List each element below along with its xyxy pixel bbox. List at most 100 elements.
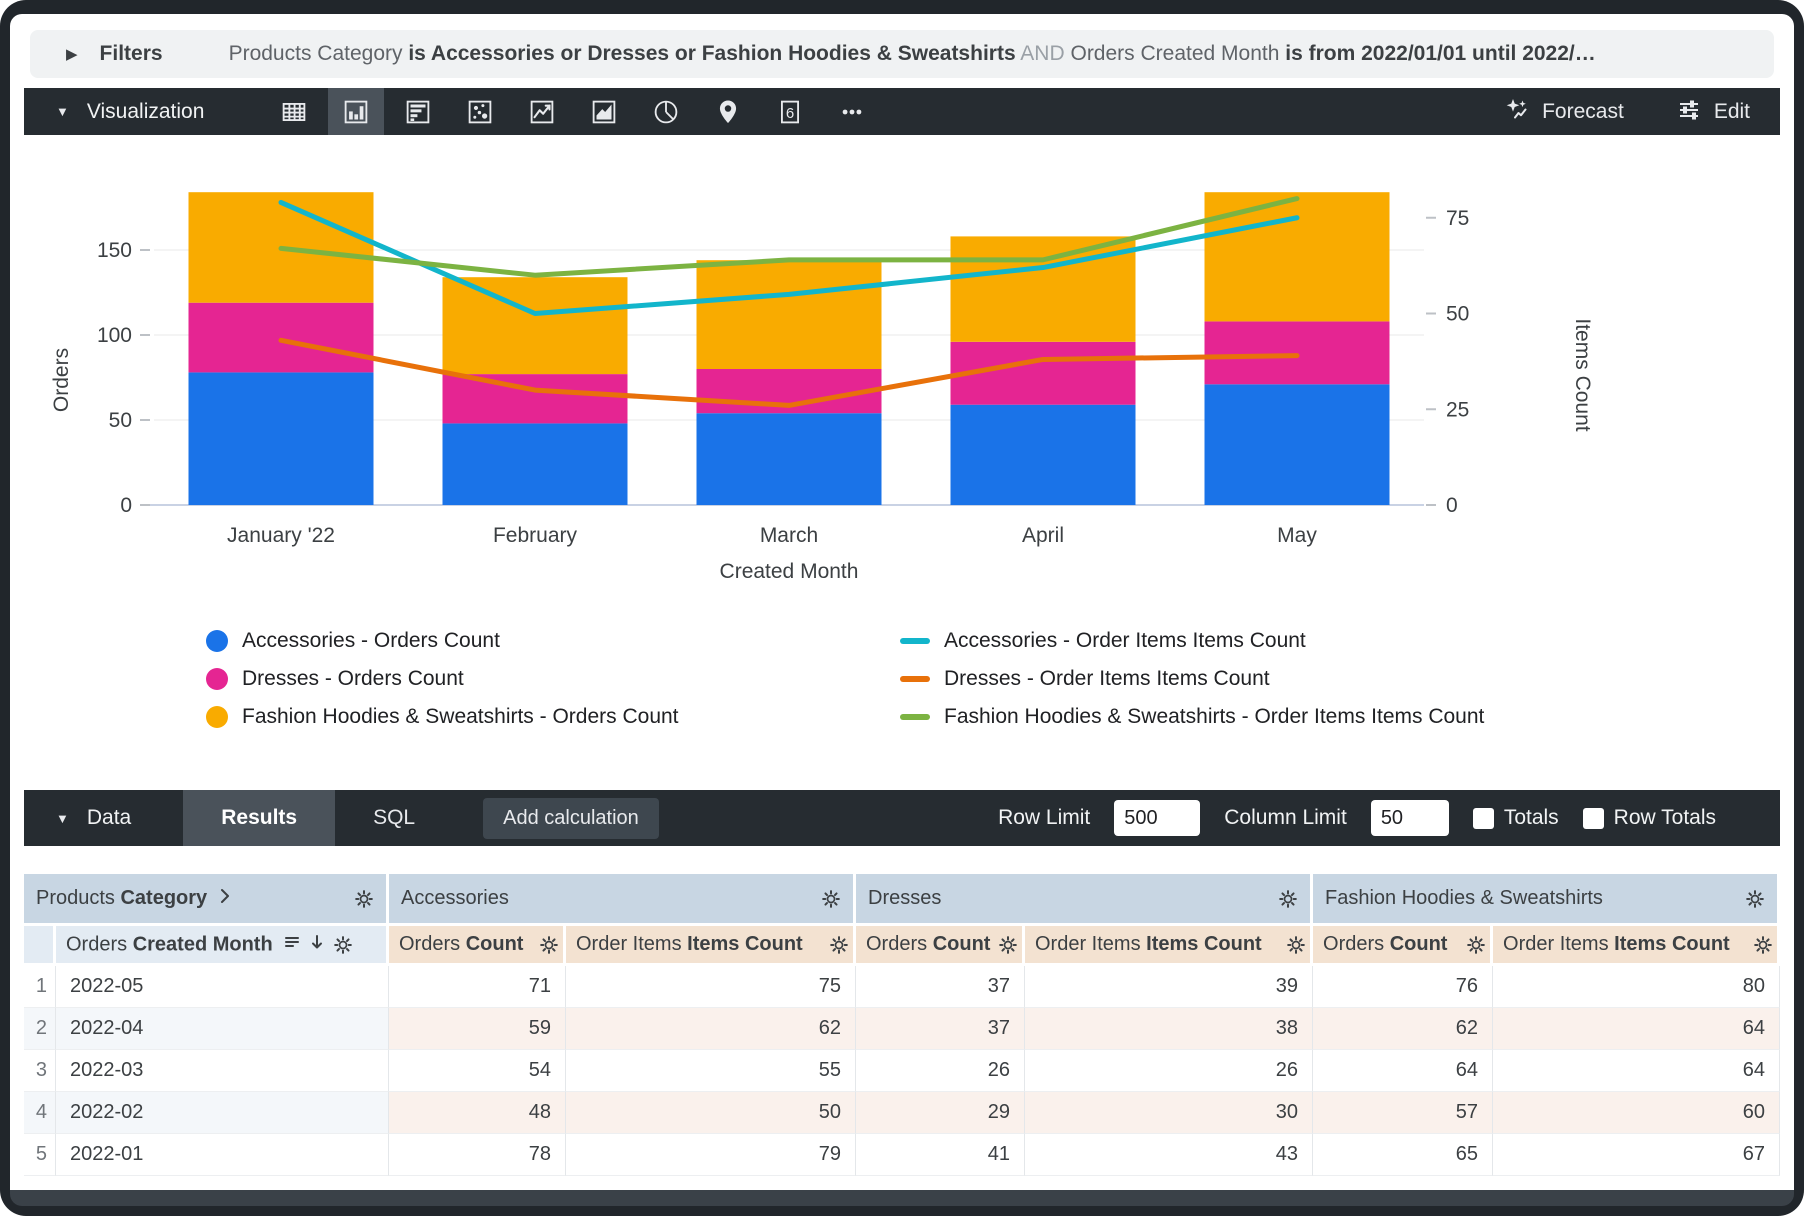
line-series[interactable] bbox=[278, 199, 1300, 316]
expand-filters-icon[interactable]: ▶ bbox=[66, 46, 78, 63]
bar-segment[interactable] bbox=[188, 372, 374, 505]
measure-cell[interactable]: 60 bbox=[1493, 1092, 1781, 1134]
gear-icon[interactable] bbox=[333, 935, 353, 955]
gear-icon[interactable] bbox=[539, 935, 559, 955]
legend-item[interactable]: Accessories - Orders Count bbox=[206, 622, 679, 660]
gear-icon[interactable] bbox=[1753, 935, 1773, 955]
totals-checkbox[interactable] bbox=[1472, 807, 1494, 829]
measure-cell[interactable]: 41 bbox=[856, 1134, 1025, 1176]
measure-cell[interactable]: 39 bbox=[1025, 966, 1314, 1008]
gear-icon[interactable] bbox=[1466, 935, 1486, 955]
tab-results[interactable]: Results bbox=[183, 790, 336, 846]
scatter-icon[interactable] bbox=[452, 88, 508, 135]
bar-segment[interactable] bbox=[442, 277, 628, 375]
legend-item[interactable]: Dresses - Order Items Items Count bbox=[900, 660, 1484, 698]
gear-icon[interactable] bbox=[998, 935, 1018, 955]
map-icon[interactable] bbox=[700, 88, 756, 135]
more-icon[interactable] bbox=[824, 88, 880, 135]
edit-button[interactable]: Edit bbox=[1676, 96, 1750, 128]
area-chart-icon[interactable] bbox=[576, 88, 632, 135]
filters-label[interactable]: Filters bbox=[99, 42, 163, 65]
measure-cell[interactable]: 62 bbox=[1313, 1008, 1494, 1050]
gear-icon[interactable] bbox=[354, 889, 374, 909]
gear-icon[interactable] bbox=[829, 935, 849, 955]
measure-cell[interactable]: 59 bbox=[389, 1008, 566, 1050]
legend-item[interactable]: Fashion Hoodies & Sweatshirts - Orders C… bbox=[206, 698, 679, 736]
measure-cell[interactable]: 57 bbox=[1313, 1092, 1494, 1134]
measure-cell[interactable]: 29 bbox=[856, 1092, 1025, 1134]
measure-cell[interactable]: 79 bbox=[566, 1134, 856, 1176]
bar-segment[interactable] bbox=[696, 413, 882, 505]
table-icon[interactable] bbox=[266, 88, 322, 135]
measure-cell[interactable]: 64 bbox=[1313, 1050, 1494, 1092]
dimension-header[interactable]: Orders Created Month bbox=[56, 926, 389, 966]
line-chart-icon[interactable] bbox=[514, 88, 570, 135]
measure-cell[interactable]: 37 bbox=[856, 1008, 1025, 1050]
subtotal-icon[interactable] bbox=[283, 933, 301, 957]
measure-header[interactable]: Orders Count bbox=[1313, 926, 1494, 966]
legend-item[interactable]: Accessories - Order Items Items Count bbox=[900, 622, 1484, 660]
measure-header[interactable]: Orders Count bbox=[856, 926, 1025, 966]
measure-cell[interactable]: 50 bbox=[566, 1092, 856, 1134]
measure-header[interactable]: Order Items Items Count bbox=[1493, 926, 1781, 966]
bar-segment[interactable] bbox=[442, 423, 628, 505]
measure-cell[interactable]: 71 bbox=[389, 966, 566, 1008]
bar-segment[interactable] bbox=[442, 374, 628, 424]
measure-header[interactable]: Order Items Items Count bbox=[566, 926, 856, 966]
horizontal-scrollbar[interactable] bbox=[10, 1190, 1794, 1206]
line-series[interactable] bbox=[278, 337, 1300, 408]
filter-summary[interactable]: Products Category is Accessories or Dres… bbox=[229, 42, 1774, 66]
bar-segment[interactable] bbox=[950, 404, 1136, 505]
measure-cell[interactable]: 54 bbox=[389, 1050, 566, 1092]
measure-cell[interactable]: 64 bbox=[1493, 1050, 1781, 1092]
measure-cell[interactable]: 37 bbox=[856, 966, 1025, 1008]
sort-desc-icon[interactable] bbox=[309, 933, 325, 957]
forecast-button[interactable]: Forecast bbox=[1504, 96, 1624, 128]
dimension-cell[interactable]: 2022-04 bbox=[56, 1008, 389, 1050]
bar-segment[interactable] bbox=[950, 236, 1136, 342]
measure-cell[interactable]: 64 bbox=[1493, 1008, 1781, 1050]
measure-cell[interactable]: 75 bbox=[566, 966, 856, 1008]
measure-cell[interactable]: 43 bbox=[1025, 1134, 1314, 1176]
measure-cell[interactable]: 78 bbox=[389, 1134, 566, 1176]
measure-group-header[interactable]: Dresses bbox=[856, 874, 1314, 926]
dimension-cell[interactable]: 2022-02 bbox=[56, 1092, 389, 1134]
bar-segment[interactable] bbox=[1204, 321, 1390, 385]
collapse-visualization-icon[interactable]: ▼ bbox=[56, 104, 69, 119]
measure-cell[interactable]: 67 bbox=[1493, 1134, 1781, 1176]
measure-cell[interactable]: 30 bbox=[1025, 1092, 1314, 1134]
measure-cell[interactable]: 26 bbox=[856, 1050, 1025, 1092]
measure-cell[interactable]: 76 bbox=[1313, 966, 1494, 1008]
measure-group-header[interactable]: Fashion Hoodies & Sweatshirts bbox=[1313, 874, 1781, 926]
measure-header[interactable]: Orders Count bbox=[389, 926, 566, 966]
dimension-cell[interactable]: 2022-05 bbox=[56, 966, 389, 1008]
row-limit-input[interactable] bbox=[1114, 800, 1201, 836]
measure-group-header[interactable]: Accessories bbox=[389, 874, 856, 926]
dimension-cell[interactable]: 2022-01 bbox=[56, 1134, 389, 1176]
column-chart-icon[interactable] bbox=[328, 88, 385, 135]
bar-chart-icon[interactable] bbox=[390, 88, 446, 135]
single-value-icon[interactable]: 6 bbox=[762, 88, 818, 135]
measure-cell[interactable]: 48 bbox=[389, 1092, 566, 1134]
legend-item[interactable]: Dresses - Orders Count bbox=[206, 660, 679, 698]
legend-item[interactable]: Fashion Hoodies & Sweatshirts - Order It… bbox=[900, 698, 1484, 736]
dimension-group-header[interactable]: Products Category bbox=[24, 874, 389, 926]
measure-cell[interactable]: 62 bbox=[566, 1008, 856, 1050]
add-calculation-button[interactable]: Add calculation bbox=[483, 797, 659, 839]
measure-cell[interactable]: 26 bbox=[1025, 1050, 1314, 1092]
bar-segment[interactable] bbox=[1204, 384, 1390, 505]
measure-cell[interactable]: 65 bbox=[1313, 1134, 1494, 1176]
gear-icon[interactable] bbox=[821, 889, 841, 909]
measure-cell[interactable]: 80 bbox=[1493, 966, 1781, 1008]
pie-chart-icon[interactable] bbox=[638, 88, 694, 135]
bar-segment[interactable] bbox=[950, 341, 1136, 405]
gear-icon[interactable] bbox=[1745, 889, 1765, 909]
row-totals-checkbox[interactable] bbox=[1582, 807, 1604, 829]
bar-segment[interactable] bbox=[188, 302, 374, 373]
collapse-data-icon[interactable]: ▼ bbox=[56, 810, 69, 826]
bar-segment[interactable] bbox=[1204, 192, 1390, 322]
measure-cell[interactable]: 55 bbox=[566, 1050, 856, 1092]
dimension-cell[interactable]: 2022-03 bbox=[56, 1050, 389, 1092]
tab-sql[interactable]: SQL bbox=[373, 806, 416, 829]
column-limit-input[interactable] bbox=[1370, 800, 1449, 836]
